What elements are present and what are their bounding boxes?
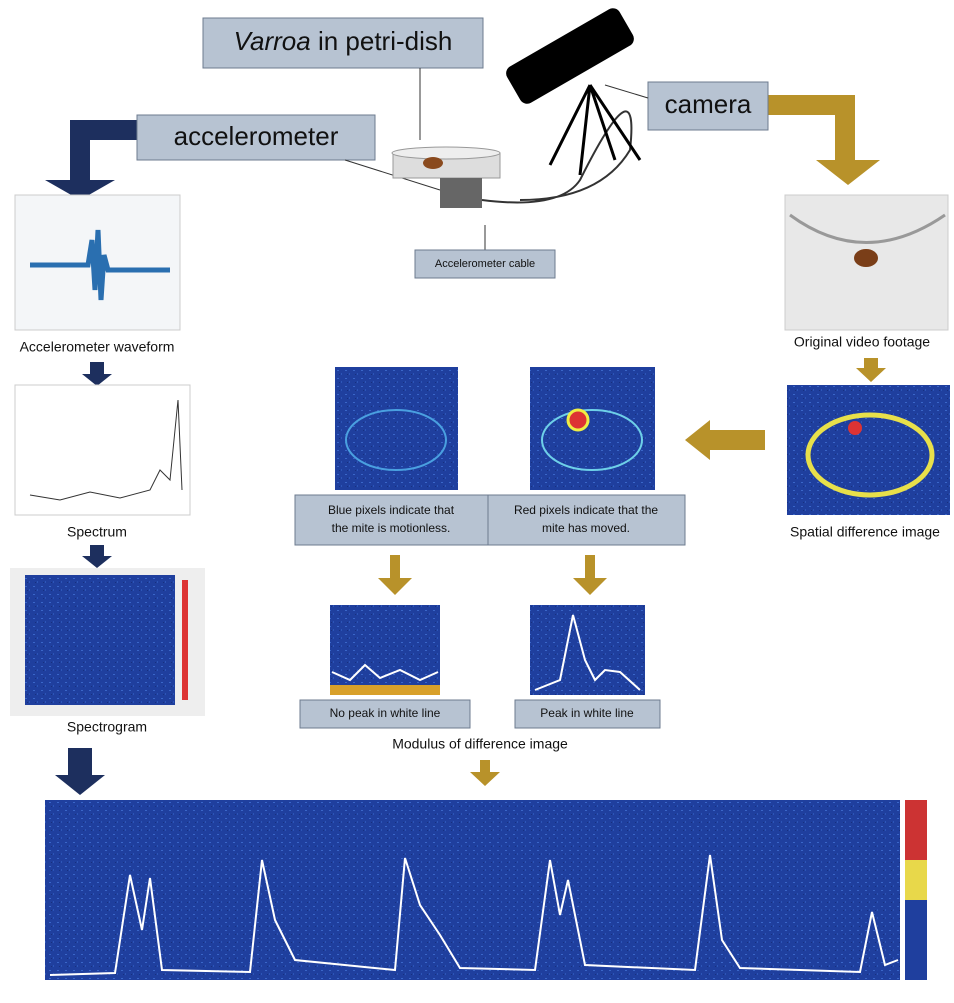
white-line: [331, 663, 439, 682]
spectrum: [29, 399, 183, 501]
arrow: [82, 362, 112, 386]
label: mite has moved.: [542, 521, 630, 535]
label: Accelerometer cable: [435, 258, 535, 270]
mite: [848, 421, 862, 435]
arrow: [470, 760, 500, 786]
caption: Spectrum: [67, 524, 127, 540]
label-box: [202, 17, 484, 69]
tripod: [548, 84, 642, 176]
arrow: [82, 545, 112, 568]
arrow: [685, 420, 765, 460]
label: Blue pixels indicate that: [328, 503, 455, 517]
diff-image: [335, 367, 458, 490]
label-box: [414, 249, 556, 279]
arrow: [768, 95, 880, 185]
camera: [506, 8, 634, 104]
combined-spectrogram: [45, 800, 900, 980]
dish-edge: [789, 213, 946, 244]
white-line: [534, 614, 641, 691]
mite: [854, 249, 878, 267]
dish-edge: [541, 409, 643, 471]
modulus-image: [330, 605, 440, 695]
cable: [481, 110, 633, 204]
label: No peak in white line: [330, 706, 441, 720]
mite: [566, 408, 590, 432]
arrow: [55, 748, 105, 795]
arrow: [378, 555, 412, 595]
diff-image: [530, 367, 655, 490]
dish-edge: [345, 409, 447, 471]
label-box: [294, 494, 489, 546]
dish-edge: [805, 412, 935, 498]
colorbar: [182, 580, 188, 700]
dish: [391, 146, 501, 160]
label-box: [136, 114, 376, 161]
label: Peak in white line: [540, 706, 634, 720]
label: accelerometer: [174, 121, 339, 151]
label-box: [487, 494, 686, 546]
label: Varroa in petri-dish: [234, 26, 453, 56]
colorbar: [905, 860, 927, 900]
modulus-image: [530, 605, 645, 695]
sensor: [440, 178, 482, 208]
caption: Spectrogram: [67, 719, 147, 735]
arrow: [573, 555, 607, 595]
label: Red pixels indicate that the: [514, 503, 658, 517]
label: camera: [665, 89, 752, 119]
label-box: [514, 699, 661, 729]
arrow: [856, 358, 886, 382]
label-box: [299, 699, 471, 729]
pointer: [604, 84, 649, 99]
label: the mite is motionless.: [332, 521, 451, 535]
colorbar: [905, 800, 927, 860]
waveform: [30, 229, 170, 301]
caption: Spatial difference image: [790, 524, 940, 540]
caption: Original video footage: [794, 334, 930, 350]
white-line: [49, 854, 899, 976]
caption: Accelerometer waveform: [20, 339, 175, 355]
spectrum-image: [14, 384, 191, 516]
red-band: [330, 685, 440, 695]
caption: Modulus of difference image: [392, 736, 568, 752]
spectrogram-image: [25, 575, 175, 705]
mite: [423, 157, 443, 169]
label-box: [647, 81, 769, 131]
